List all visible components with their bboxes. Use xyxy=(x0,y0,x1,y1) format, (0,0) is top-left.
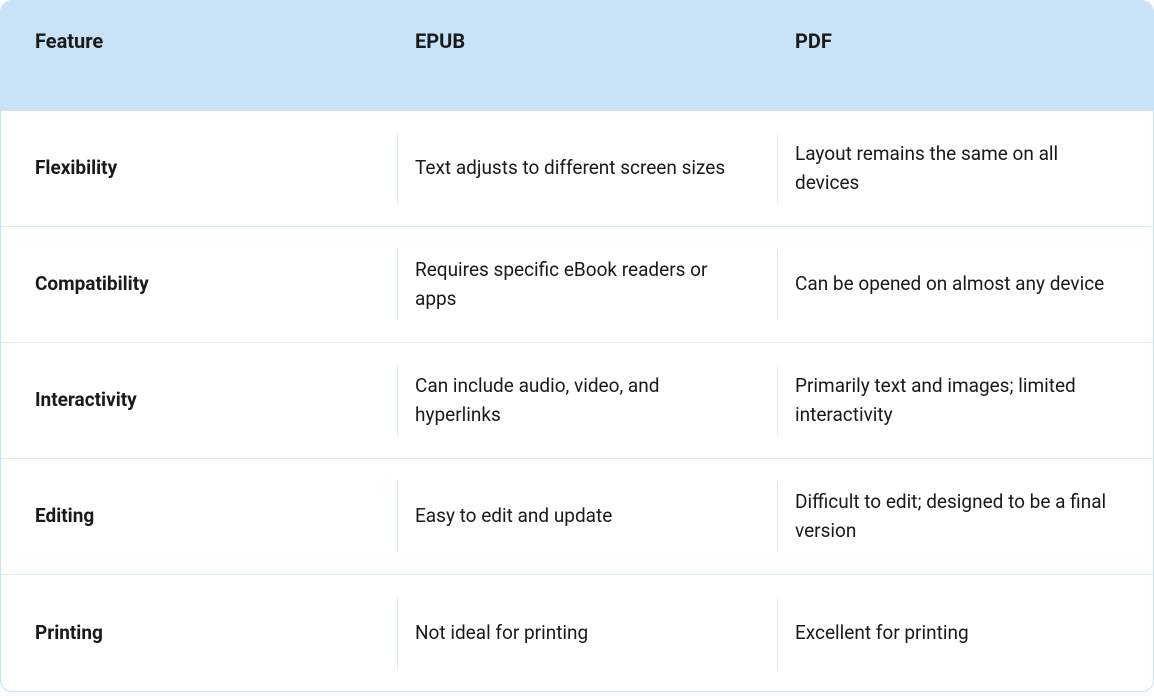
header-feature: Feature xyxy=(1,29,397,53)
pdf-value: Can be opened on almost any device xyxy=(777,227,1153,342)
feature-label: Printing xyxy=(1,575,397,691)
epub-value: Requires specific eBook readers or apps xyxy=(397,227,777,342)
feature-label: Interactivity xyxy=(1,343,397,458)
pdf-value: Difficult to edit; designed to be a fina… xyxy=(777,459,1153,574)
feature-label: Editing xyxy=(1,459,397,574)
table-row: Compatibility Requires specific eBook re… xyxy=(1,227,1153,343)
epub-value: Text adjusts to different screen sizes xyxy=(397,111,777,226)
table-header-row: Feature EPUB PDF xyxy=(1,1,1153,111)
table-row: Editing Easy to edit and update Difficul… xyxy=(1,459,1153,575)
table-row: Printing Not ideal for printing Excellen… xyxy=(1,575,1153,691)
header-epub: EPUB xyxy=(397,29,777,53)
comparison-table: Feature EPUB PDF Flexibility Text adjust… xyxy=(0,0,1154,692)
feature-label: Compatibility xyxy=(1,227,397,342)
feature-label: Flexibility xyxy=(1,111,397,226)
epub-value: Not ideal for printing xyxy=(397,575,777,691)
header-pdf: PDF xyxy=(777,29,1153,53)
epub-value: Can include audio, video, and hyperlinks xyxy=(397,343,777,458)
pdf-value: Layout remains the same on all devices xyxy=(777,111,1153,226)
pdf-value: Excellent for printing xyxy=(777,575,1153,691)
pdf-value: Primarily text and images; limited inter… xyxy=(777,343,1153,458)
epub-value: Easy to edit and update xyxy=(397,459,777,574)
table-row: Flexibility Text adjusts to different sc… xyxy=(1,111,1153,227)
table-row: Interactivity Can include audio, video, … xyxy=(1,343,1153,459)
